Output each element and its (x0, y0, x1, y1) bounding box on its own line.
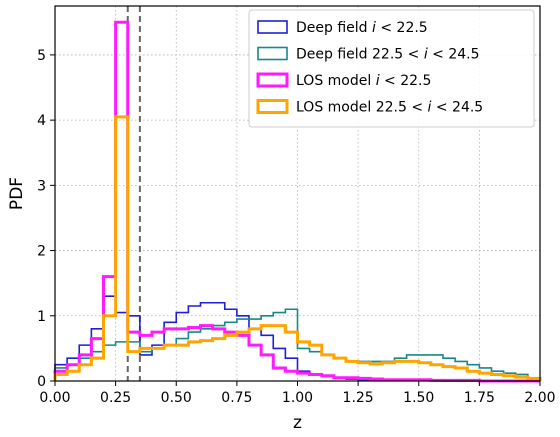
series-line-4 (53, 115, 542, 381)
x-tick-label: 1.50 (403, 390, 434, 406)
legend-swatch (257, 20, 288, 34)
y-tick-label: 1 (37, 309, 46, 325)
histogram-series (53, 20, 542, 383)
x-axis-ticks: 0.00 0.25 0.50 0.75 1.00 1.25 1.50 1.75 2.00 (39, 381, 556, 406)
x-tick-label: 0.75 (221, 390, 252, 406)
reference-lines (126, 6, 141, 381)
x-tick-label: 1.00 (282, 390, 313, 406)
x-axis-label: z (293, 413, 302, 433)
legend-swatch (256, 99, 289, 114)
x-tick-label: 0.50 (161, 390, 192, 406)
x-tick-label: 0.25 (100, 390, 131, 406)
y-tick-label: 0 (37, 374, 46, 390)
x-tick-label: 1.25 (343, 390, 374, 406)
x-tick-label: 0.00 (39, 390, 70, 406)
y-axis-label: PDF (7, 177, 27, 210)
y-axis-ticks: 0 1 2 3 4 5 (37, 48, 55, 390)
legend: Deep field i < 22.5 Deep field 22.5 < i <… (248, 9, 535, 128)
y-tick-label: 5 (37, 48, 46, 64)
series-line-2 (54, 308, 541, 381)
series-line-3 (53, 20, 540, 383)
legend-label: LOS model i < 22.5 (296, 73, 431, 89)
legend-label: LOS model 22.5 < i < 24.5 (296, 100, 483, 116)
x-tick-label: 1.75 (464, 390, 495, 406)
legend-swatch (256, 72, 289, 88)
legend-label: Deep field i < 22.5 (296, 20, 428, 36)
legend-box (248, 9, 535, 128)
legend-swatch (257, 46, 288, 61)
y-tick-label: 3 (37, 178, 46, 194)
y-tick-label: 2 (37, 244, 46, 260)
x-tick-label: 2.00 (524, 390, 555, 406)
y-tick-label: 4 (37, 113, 46, 129)
legend-label: Deep field 22.5 < i < 24.5 (296, 47, 480, 63)
